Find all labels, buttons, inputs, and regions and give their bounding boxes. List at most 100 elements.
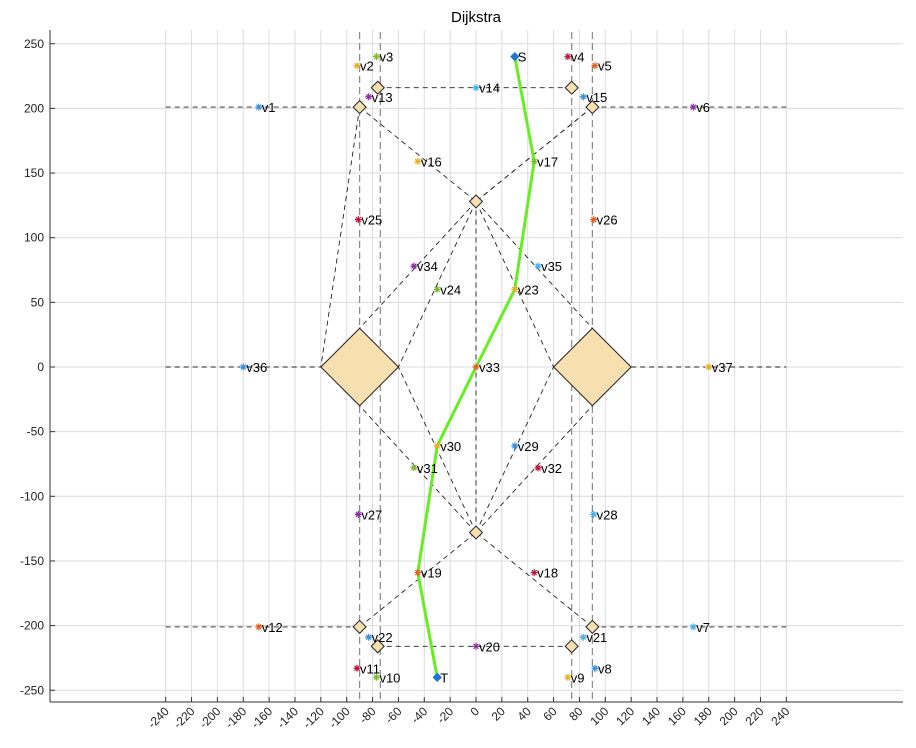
graph-edge xyxy=(475,201,593,329)
x-tick-label: -180 xyxy=(222,704,249,731)
graph-edge xyxy=(475,405,593,533)
node-label: v12 xyxy=(262,620,283,635)
node-marker xyxy=(472,363,480,371)
graph-edge xyxy=(359,201,477,329)
node-label: v1 xyxy=(262,100,276,115)
node-marker xyxy=(689,623,697,631)
x-tick-label: 240 xyxy=(768,704,792,728)
node-marker xyxy=(689,103,697,111)
x-tick-label: -20 xyxy=(434,704,456,726)
x-tick-label: -200 xyxy=(197,704,224,731)
node-label: v34 xyxy=(417,259,438,274)
node-label: v28 xyxy=(597,507,618,522)
node-label: S xyxy=(518,50,527,65)
graph-edge xyxy=(398,201,477,368)
node-label: v32 xyxy=(541,461,562,476)
x-tick-label: -160 xyxy=(248,704,275,731)
node-v34: v34 xyxy=(410,259,438,274)
node-label: v9 xyxy=(571,670,585,685)
x-tick-label: -240 xyxy=(145,704,172,731)
y-tick-label: 0 xyxy=(37,360,44,374)
node-v8: v8 xyxy=(591,661,612,676)
node-label: v30 xyxy=(440,439,461,454)
endpoint-marker xyxy=(510,51,520,62)
y-tick-label: -250 xyxy=(20,683,44,697)
node-marker xyxy=(372,53,380,61)
x-tick-label: 180 xyxy=(691,704,715,728)
node-v25: v25 xyxy=(354,213,382,228)
node-marker xyxy=(590,510,598,518)
node-marker xyxy=(472,84,480,92)
node-v10: v10 xyxy=(372,670,400,685)
x-tick-label: -220 xyxy=(171,704,198,731)
node-v37: v37 xyxy=(705,360,733,375)
y-tick-label: 50 xyxy=(31,295,45,309)
node-s: S xyxy=(510,50,527,65)
y-tick-label: -100 xyxy=(20,489,44,503)
obstacle-diamond xyxy=(370,639,385,654)
node-label: v15 xyxy=(586,90,607,105)
node-label: v11 xyxy=(360,661,380,676)
y-tick-label: -150 xyxy=(20,554,44,568)
obstacle-diamond xyxy=(370,80,385,95)
node-label: v19 xyxy=(421,566,442,581)
node-marker xyxy=(372,673,380,681)
node-v22: v22 xyxy=(365,630,393,645)
node-label: v31 xyxy=(417,461,438,476)
node-label: v33 xyxy=(479,360,500,375)
node-label: v36 xyxy=(246,360,267,375)
x-tick-label: 40 xyxy=(514,704,534,724)
obstacle-diamond xyxy=(585,99,600,115)
node-v24: v24 xyxy=(433,282,461,297)
node-v16: v16 xyxy=(414,154,442,169)
node-v26: v26 xyxy=(590,213,618,228)
y-tick-label: 250 xyxy=(24,37,44,51)
obstacle-diamond xyxy=(468,194,484,209)
node-label: v8 xyxy=(598,661,612,676)
node-v29: v29 xyxy=(511,439,539,454)
node-v30: v30 xyxy=(433,439,461,454)
node-marker xyxy=(534,262,542,270)
node-marker xyxy=(255,623,263,631)
node-marker xyxy=(564,53,572,61)
node-marker xyxy=(433,285,441,293)
node-marker xyxy=(705,363,713,371)
node-label: v23 xyxy=(518,282,539,297)
node-v23: v23 xyxy=(511,282,539,297)
x-tick-label: -120 xyxy=(300,704,327,731)
node-v14: v14 xyxy=(472,81,500,96)
chart-title: Dijkstra xyxy=(451,9,502,26)
node-marker xyxy=(365,633,373,641)
node-marker xyxy=(255,103,263,111)
node-marker xyxy=(564,673,572,681)
x-tick-label: 160 xyxy=(665,704,689,728)
node-label: v37 xyxy=(712,360,733,375)
obstacle-diamond xyxy=(552,327,632,407)
node-v9: v9 xyxy=(564,670,585,685)
node-marker xyxy=(511,442,519,450)
node-marker xyxy=(353,62,361,70)
node-label: v17 xyxy=(537,154,558,169)
obstacles xyxy=(320,80,632,654)
node-marker xyxy=(530,157,538,165)
node-marker xyxy=(365,93,373,101)
node-v18: v18 xyxy=(530,566,558,581)
node-v5: v5 xyxy=(591,59,612,74)
node-v13: v13 xyxy=(365,90,393,105)
graph-edge xyxy=(359,405,477,533)
node-v35: v35 xyxy=(534,259,562,274)
y-tick-label: -200 xyxy=(20,619,44,633)
node-marker xyxy=(353,664,361,672)
node-marker xyxy=(239,363,247,371)
node-label: v20 xyxy=(479,639,500,654)
x-tick-label: -140 xyxy=(274,704,301,731)
node-marker xyxy=(530,569,538,577)
node-label: v6 xyxy=(696,100,710,115)
node-v19: v19 xyxy=(414,566,442,581)
obstacle-diamond xyxy=(320,327,400,407)
node-marker xyxy=(511,285,519,293)
x-tick-label: 200 xyxy=(717,704,741,728)
node-label: v4 xyxy=(571,50,585,65)
